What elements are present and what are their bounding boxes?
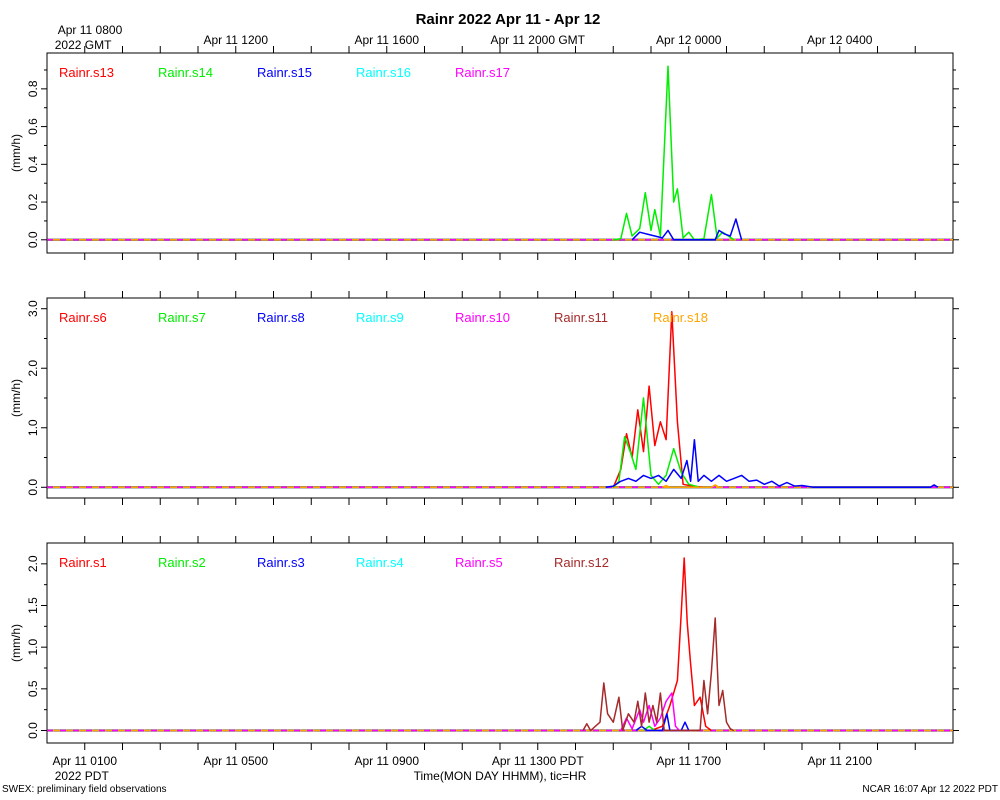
series-line-Rainr.s5: [620, 692, 680, 732]
legend-Rainr.s4: Rainr.s4: [356, 555, 404, 570]
y-tick-label: 0.4: [26, 156, 40, 173]
bottom-tick-label: Apr 11 0900: [355, 754, 420, 768]
panel-1: 0.0 0.2 0.4 0.6 0.8 (mm/h) Rainr.s13 Rainr.s14 R…: [9, 46, 959, 260]
bottom-tick-label-line2: 2022 PDT: [55, 769, 110, 783]
legend-Rainr.s7: Rainr.s7: [158, 310, 206, 325]
bottom-tick-label: Apr 11 0100: [53, 754, 118, 768]
legend-Rainr.s8: Rainr.s8: [257, 310, 305, 325]
top-tick-label: Apr 12 0400: [807, 33, 873, 47]
y-tick-label: 2.0: [26, 360, 40, 377]
bottom-tick-label: Apr 11 2100: [808, 754, 873, 768]
series-line-Rainr.s8: [605, 438, 939, 489]
x-axis-label: Time(MON DAY HHMM), tic=HR: [414, 769, 587, 783]
series-line-Rainr.s15: [631, 218, 743, 241]
legend-Rainr.s11: Rainr.s11: [554, 310, 608, 325]
legend-Rainr.s10: Rainr.s10: [455, 310, 510, 325]
legend-Rainr.s15: Rainr.s15: [257, 65, 312, 80]
y-tick-label: 1.0: [26, 419, 40, 436]
y-tick-label: 0.0: [26, 231, 40, 248]
bottom-tick-label: Apr 11 1300 PDT: [492, 754, 584, 768]
legend-Rainr.s18: Rainr.s18: [653, 310, 708, 325]
panel-frame: [46, 52, 954, 254]
y-tick-label: 3.0: [26, 300, 40, 317]
legend-Rainr.s17: Rainr.s17: [455, 65, 510, 80]
legend-Rainr.s12: Rainr.s12: [554, 555, 609, 570]
legend-Rainr.s16: Rainr.s16: [356, 65, 411, 80]
series-line-Rainr.s7: [612, 397, 701, 489]
y-tick-label: 1.0: [26, 639, 40, 656]
y-tick-label: 2.0: [26, 555, 40, 572]
footer-left: SWEX: preliminary field observations: [2, 784, 167, 795]
footer-right: NCAR 16:07 Apr 12 2022 PDT: [862, 784, 998, 795]
series-line-Rainr.s18: [661, 484, 720, 489]
series-line-Rainr.s6: [612, 310, 704, 489]
y-tick-label: 0.2: [26, 193, 40, 210]
legend-Rainr.s1: Rainr.s1: [59, 555, 107, 570]
top-tick-label-line2: 2022 GMT: [55, 38, 112, 52]
y-tick-label: 0.6: [26, 118, 40, 135]
legend-Rainr.s9: Rainr.s9: [356, 310, 404, 325]
y-axis-label: (mm/h): [9, 624, 23, 662]
series-line-Rainr.s14: [613, 65, 735, 241]
legend-Rainr.s6: Rainr.s6: [59, 310, 107, 325]
legend-Rainr.s3: Rainr.s3: [257, 555, 305, 570]
bottom-tick-label: Apr 11 0500: [204, 754, 269, 768]
series-line-Rainr.s1: [650, 557, 712, 732]
y-tick-label: 0.0: [26, 722, 40, 739]
y-axis-label: (mm/h): [9, 379, 23, 417]
bottom-tick-label: Apr 11 1700: [657, 754, 722, 768]
legend-Rainr.s13: Rainr.s13: [59, 65, 114, 80]
top-tick-label: Apr 11 0800: [58, 23, 123, 37]
panel-2: 0.0 1.0 2.0 3.0 (mm/h) Rainr.s6 Rainr.s7 Rainr.…: [9, 291, 959, 505]
chart-title: Rainr 2022 Apr 11 - Apr 12: [416, 11, 601, 28]
y-tick-label: 0.8: [26, 80, 40, 97]
legend-Rainr.s5: Rainr.s5: [455, 555, 503, 570]
top-tick-label: Apr 11 1600: [355, 33, 420, 47]
top-tick-label: Apr 11 2000 GMT: [491, 33, 586, 47]
panel-3: 0.0 0.5 1.0 1.5 2.0 (mm/h) Rainr.s1 Rainr.s2 Rai…: [9, 536, 959, 750]
series-line-Rainr.s12: [582, 617, 735, 732]
legend-Rainr.s2: Rainr.s2: [158, 555, 206, 570]
panel-frame: [46, 297, 954, 499]
y-tick-label: 0.0: [26, 479, 40, 496]
panels: 0.0 0.2 0.4 0.6 0.8 (mm/h) Rainr.s13 Rainr.s14 R…: [9, 46, 959, 750]
y-axis-label: (mm/h): [9, 134, 23, 172]
y-tick-label: 0.5: [26, 680, 40, 697]
series-line-Rainr.s3: [635, 713, 690, 732]
y-tick-label: 1.5: [26, 597, 40, 614]
top-tick-label: Apr 11 1200: [204, 33, 269, 47]
panel-frame: [46, 542, 954, 744]
top-tick-label: Apr 12 0000: [656, 33, 722, 47]
legend-Rainr.s14: Rainr.s14: [158, 65, 213, 80]
